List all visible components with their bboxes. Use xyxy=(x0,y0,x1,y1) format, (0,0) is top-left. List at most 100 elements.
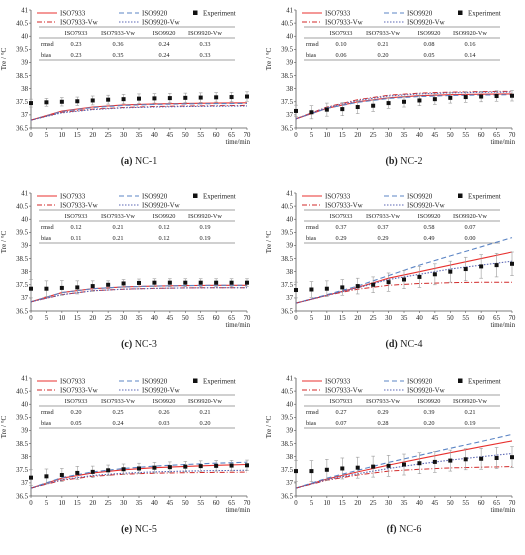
legend-label-iso9920: ISO9920 xyxy=(407,378,433,386)
x-tick-label: 55 xyxy=(462,500,469,507)
experiment-point xyxy=(371,464,376,469)
experiment-point xyxy=(355,105,360,110)
x-tick-label: 65 xyxy=(493,315,500,322)
caption-name: NC-5 xyxy=(135,524,157,535)
x-tick-label: 5 xyxy=(45,500,49,507)
y-tick-label: 40 xyxy=(21,217,28,224)
chart-panel-nc-3: 36.5 37 37.5 38 38.5 39 39.5 40 40.5 41 0 5 10 15 20 25… xyxy=(0,190,251,350)
x-tick-label: 25 xyxy=(370,500,377,507)
x-tick-label: 10 xyxy=(58,132,65,139)
experiment-point xyxy=(510,93,514,98)
legend-label-iso9920: ISO9920 xyxy=(407,10,433,18)
x-tick-label: 60 xyxy=(478,132,485,139)
table-header: ISO7933-Vw xyxy=(366,30,400,37)
table-cell-rmsd: 0.24 xyxy=(158,41,170,48)
caption-name: NC-2 xyxy=(400,156,422,167)
x-axis-label: time/min xyxy=(490,507,515,514)
series-line-iso7933-vw xyxy=(295,90,513,120)
experiment-point xyxy=(59,285,64,290)
series-line-iso9920-vw xyxy=(295,91,513,120)
x-tick-label: 50 xyxy=(182,315,189,322)
x-tick-label: 5 xyxy=(310,315,314,322)
x-tick-label: 55 xyxy=(462,132,469,139)
table-cell-rmsd: 0.25 xyxy=(112,409,123,416)
experiment-point xyxy=(386,280,391,285)
table-header: ISO9920-Vw xyxy=(453,213,487,220)
x-tick-label: 10 xyxy=(58,315,65,322)
table-cell-bias: 0.21 xyxy=(112,235,123,242)
experiment-point xyxy=(75,99,80,104)
experiment-point xyxy=(183,95,188,100)
experiment-point xyxy=(402,277,406,282)
table-cell-bias: 0.49 xyxy=(423,235,434,242)
table-header: ISO9920 xyxy=(418,30,441,37)
y-tick-label: 38.5 xyxy=(281,441,293,448)
x-tick-label: 50 xyxy=(447,500,454,507)
legend-label-iso9920-vw: ISO9920-Vw xyxy=(142,202,181,210)
table-header: ISO9920-Vw xyxy=(453,398,487,405)
x-tick-label: 15 xyxy=(339,315,346,322)
experiment-point xyxy=(463,267,468,272)
experiment-point xyxy=(386,463,391,468)
experiment-point xyxy=(90,284,95,289)
chart-panel-nc-6: 36.5 37 37.5 38 38.5 39 39.5 40 40.5 41 0 5 10 15 20 25… xyxy=(265,375,516,535)
experiment-point xyxy=(371,103,376,108)
experiment-point xyxy=(324,467,329,472)
table-cell-rmsd: 0.23 xyxy=(70,41,81,48)
x-tick-label: 45 xyxy=(431,132,438,139)
x-tick-label: 40 xyxy=(416,132,423,139)
legend-label-iso7933-vw: ISO7933-Vw xyxy=(60,19,99,27)
y-tick-label: 37.5 xyxy=(281,467,293,474)
chart-panel-nc-2: 36.5 37 37.5 38 38.5 39 39.5 40 40.5 41 0 5 10 15 20 25… xyxy=(265,7,516,167)
x-tick-label: 10 xyxy=(58,500,65,507)
table-header: ISO7933 xyxy=(330,398,353,405)
experiment-point xyxy=(324,107,329,112)
y-tick-label: 39 xyxy=(21,243,28,250)
y-tick-label: 40 xyxy=(286,217,293,224)
legend-label-iso9920-vw: ISO9920-Vw xyxy=(407,202,446,210)
legend-marker-experiment xyxy=(193,378,198,383)
table-cell-rmsd: 0.21 xyxy=(377,41,388,48)
caption-letter: (e) xyxy=(121,524,135,535)
legend-label-iso7933: ISO7933 xyxy=(325,10,351,18)
legend-label-iso7933-vw: ISO7933-Vw xyxy=(325,387,364,395)
experiment-point xyxy=(183,464,188,469)
y-tick-label: 40 xyxy=(21,402,28,409)
legend-label-experiment: Experiment xyxy=(203,193,236,201)
y-tick-label: 41 xyxy=(286,375,293,382)
legend-marker-experiment xyxy=(458,378,463,383)
x-tick-label: 55 xyxy=(197,132,204,139)
table-cell-rmsd: 0.12 xyxy=(158,224,169,231)
table-header: ISO7933-Vw xyxy=(101,213,135,220)
panel-caption: (b) NC-2 xyxy=(386,156,423,167)
y-tick-label: 38 xyxy=(21,86,28,93)
table-cell-bias: 0.28 xyxy=(377,420,388,427)
table-row-label-bias: bias xyxy=(306,235,317,242)
caption-name: NC-4 xyxy=(400,339,422,350)
y-tick-label: 36.5 xyxy=(16,493,28,500)
legend-label-iso7933: ISO7933 xyxy=(325,378,351,386)
experiment-point xyxy=(294,288,298,293)
x-tick-label: 60 xyxy=(213,132,220,139)
experiment-point xyxy=(229,463,234,468)
experiment-point xyxy=(167,280,172,285)
experiment-point xyxy=(214,463,219,468)
x-tick-label: 30 xyxy=(120,500,127,507)
table-cell-rmsd: 0.33 xyxy=(199,41,210,48)
x-tick-label: 60 xyxy=(478,315,485,322)
table-cell-bias: 0.19 xyxy=(464,420,475,427)
legend-label-iso9920: ISO9920 xyxy=(407,193,433,201)
table-cell-rmsd: 0.58 xyxy=(423,224,434,231)
legend-label-experiment: Experiment xyxy=(468,378,501,386)
table-cell-rmsd: 0.29 xyxy=(377,409,388,416)
experiment-point xyxy=(152,280,157,285)
table-cell-rmsd: 0.36 xyxy=(112,41,123,48)
series-line-iso7933-vw xyxy=(295,466,513,489)
table-cell-rmsd: 0.21 xyxy=(464,409,475,416)
x-tick-label: 40 xyxy=(151,132,158,139)
x-tick-label: 50 xyxy=(447,132,454,139)
x-tick-label: 5 xyxy=(310,132,314,139)
legend-label-iso9920-vw: ISO9920-Vw xyxy=(407,19,446,27)
y-tick-label: 37.5 xyxy=(16,282,28,289)
series-line-iso9920-vw xyxy=(30,287,247,303)
